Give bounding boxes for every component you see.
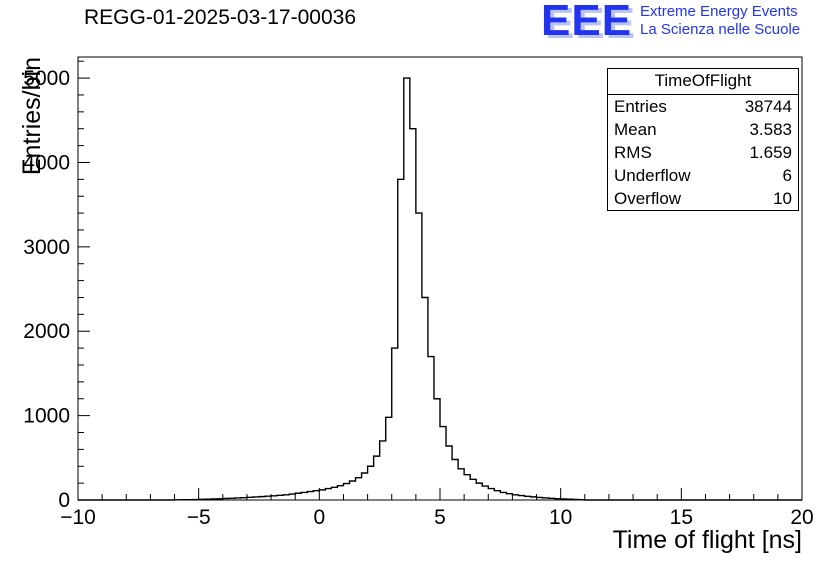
eee-logo-acronym: EEE bbox=[541, 0, 633, 45]
svg-text:5000: 5000 bbox=[23, 67, 70, 90]
stats-box-title: TimeOfFlight bbox=[608, 69, 798, 95]
svg-text:2000: 2000 bbox=[23, 320, 70, 343]
svg-text:5: 5 bbox=[434, 506, 446, 529]
eee-logo-line1: Extreme Energy Events bbox=[640, 3, 798, 20]
stat-value: 38744 bbox=[744, 97, 792, 116]
stat-label: Mean bbox=[614, 120, 657, 139]
svg-text:15: 15 bbox=[670, 506, 693, 529]
stats-row-rms: RMS 1.659 bbox=[608, 141, 798, 164]
stat-label: Underflow bbox=[614, 166, 691, 185]
stats-row-entries: Entries 38744 bbox=[608, 95, 798, 118]
svg-text:−10: −10 bbox=[60, 506, 96, 529]
svg-text:4000: 4000 bbox=[23, 151, 70, 174]
eee-logo-line2: La Scienza nelle Scuole bbox=[640, 21, 801, 38]
svg-text:0: 0 bbox=[313, 506, 325, 529]
svg-text:1000: 1000 bbox=[23, 405, 70, 428]
y-axis-title: Entries/bin bbox=[18, 57, 46, 175]
stat-value: 3.583 bbox=[749, 120, 792, 139]
plot-title: REGG-01-2025-03-17-00036 bbox=[84, 6, 356, 29]
stat-label: Entries bbox=[614, 97, 667, 116]
stat-label: Overflow bbox=[614, 189, 682, 208]
stat-label: RMS bbox=[614, 143, 652, 162]
svg-text:3000: 3000 bbox=[23, 236, 70, 259]
svg-text:10: 10 bbox=[549, 506, 572, 529]
stat-value: 1.659 bbox=[749, 143, 792, 162]
stats-row-mean: Mean 3.583 bbox=[608, 118, 798, 141]
stat-value: 10 bbox=[773, 189, 792, 208]
eee-logo: EEE Extreme Energy Events La Scienza nel… bbox=[541, 0, 800, 45]
stats-row-underflow: Underflow 6 bbox=[608, 164, 798, 187]
stat-value: 6 bbox=[782, 166, 792, 185]
eee-logo-text: Extreme Energy Events La Scienza nelle S… bbox=[640, 0, 800, 39]
x-axis-title: Time of flight [ns] bbox=[613, 526, 802, 554]
stats-row-overflow: Overflow 10 bbox=[608, 187, 798, 210]
stats-box: TimeOfFlight Entries 38744 Mean 3.583 RM… bbox=[607, 68, 799, 211]
svg-text:0: 0 bbox=[58, 489, 70, 512]
svg-text:20: 20 bbox=[790, 506, 813, 529]
histogram-line bbox=[78, 77, 802, 501]
svg-text:−5: −5 bbox=[187, 506, 211, 529]
